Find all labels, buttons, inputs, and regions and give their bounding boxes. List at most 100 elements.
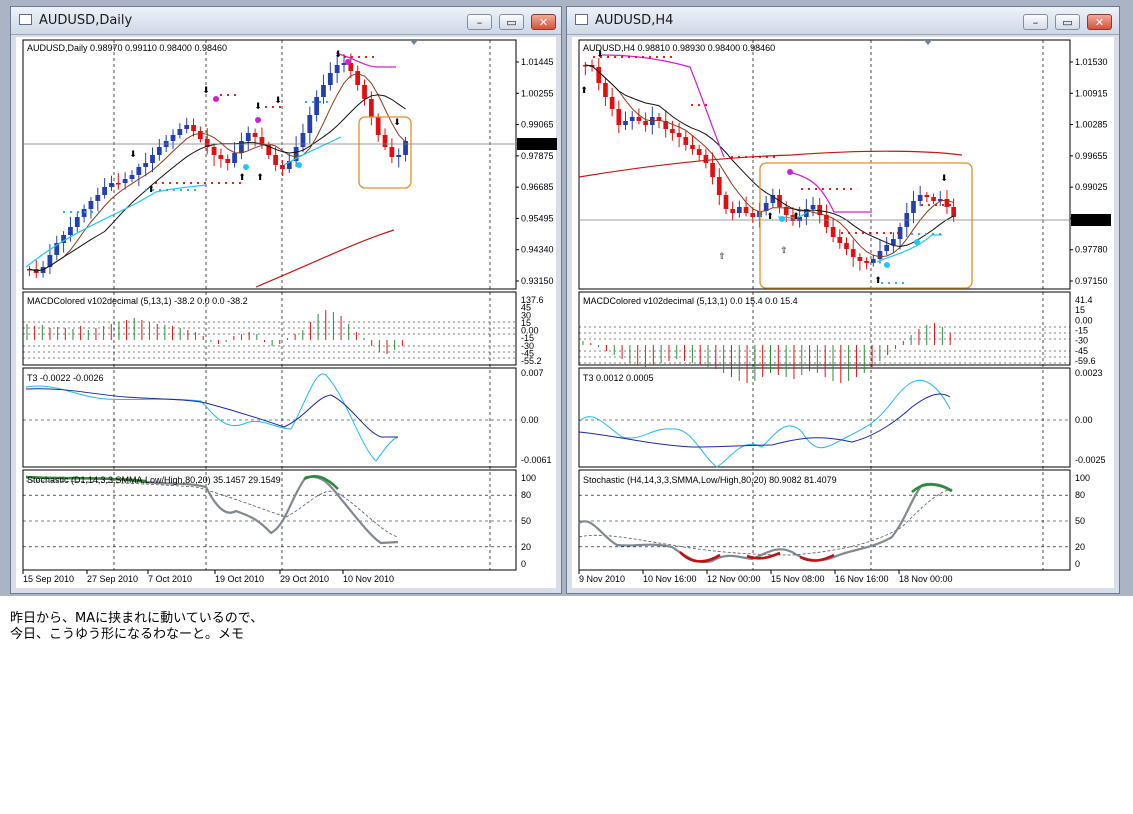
candle-body — [911, 201, 916, 213]
signal-dot — [868, 231, 872, 235]
signal-dot — [697, 103, 701, 107]
chart-area[interactable]: 1.01530 1.00915 1.00285 0.99655 0.99025 0.984… — [572, 37, 1114, 588]
signal-dot — [758, 155, 762, 159]
signal-dot — [62, 210, 66, 214]
signal-dot — [311, 100, 315, 104]
price-tick-label: 1.01445 — [521, 57, 554, 67]
title-bar[interactable]: AUDUSD,H4 – ▭ ✕ — [567, 7, 1119, 35]
sell-arrow-icon: ⬇ — [274, 95, 282, 105]
candle-body — [122, 179, 128, 183]
buy-arrow-icon: ⇧ — [718, 251, 726, 261]
chart-window-daily[interactable]: AUDUSD,Daily – ▭ ✕ 1.01445 1.00255 0.99065… — [10, 6, 562, 594]
maximize-button[interactable]: ▭ — [1055, 14, 1080, 30]
signal-dot — [203, 181, 207, 185]
stochastic-overbought-segment — [25, 475, 147, 483]
candle-body — [844, 243, 849, 249]
candle-body — [616, 109, 622, 125]
candle-body — [389, 147, 395, 157]
candle-body — [583, 65, 588, 67]
candle-body — [143, 163, 149, 167]
signal-dot — [910, 232, 914, 236]
candle-body — [830, 227, 836, 237]
signal-dot — [217, 181, 221, 185]
candle-body — [341, 63, 347, 65]
candle-body — [47, 255, 53, 267]
macd-tick-label: 137.6 — [521, 295, 544, 305]
signal-dot — [842, 187, 846, 191]
maximize-button[interactable]: ▭ — [499, 14, 524, 30]
title-bar[interactable]: AUDUSD,Daily – ▭ ✕ — [11, 7, 561, 35]
chart-window-h4[interactable]: AUDUSD,H4 – ▭ ✕ 1.01530 1.00915 1.00285 0.9… — [566, 6, 1120, 594]
price-tick-label: 0.97150 — [1075, 276, 1108, 286]
signal-dot — [172, 188, 176, 192]
candle-body — [596, 67, 602, 83]
signal-dot — [224, 181, 228, 185]
moving-average-line — [585, 64, 954, 258]
price-tick-label: 1.00255 — [521, 88, 554, 98]
highlight-box — [358, 116, 412, 189]
signal-dot — [948, 203, 952, 207]
memo-line-2: 今日、こうゆう形になるわなーと。メモ — [10, 627, 245, 642]
chart-area[interactable]: 1.01445 1.00255 0.99065 0.97875 0.96685 0.954… — [16, 37, 558, 590]
close-button[interactable]: ✕ — [1087, 14, 1112, 30]
candle-body — [245, 133, 251, 141]
t3-header: T3 0.0012 0.0005 — [583, 373, 654, 383]
maximize-icon: ▭ — [506, 16, 517, 29]
buy-arrow-icon: ⬆ — [766, 211, 774, 221]
signal-dot — [861, 231, 865, 235]
signal-dot — [357, 55, 361, 59]
chart-canvas[interactable]: 1.01530 1.00915 1.00285 0.99655 0.99025 0.984… — [572, 37, 1116, 590]
buy-arrow-icon: ⬆ — [147, 184, 155, 194]
t3-tick-label: 0.00 — [521, 415, 539, 425]
candle-body — [603, 83, 608, 97]
minimize-button[interactable]: – — [467, 14, 492, 30]
signal-dot — [210, 181, 214, 185]
candle-body — [737, 207, 742, 213]
chart-canvas[interactable]: 1.01445 1.00255 0.99065 0.97875 0.96685 0.954… — [16, 37, 558, 590]
macd-tick-label: -15 — [521, 333, 534, 343]
candle-body — [362, 85, 367, 99]
candle-body — [676, 133, 682, 137]
signal-dot — [634, 55, 638, 59]
chart-header: AUDUSD,H4 0.98810 0.98930 0.98400 0.9846… — [583, 43, 775, 53]
candle-body — [623, 121, 628, 125]
shift-marker-icon — [924, 40, 932, 45]
candle-body — [156, 147, 162, 155]
candle-body — [723, 195, 729, 209]
sell-arrow-icon: ⬇ — [254, 101, 262, 111]
macd-tick-label: 0.00 — [1075, 315, 1093, 325]
candle-body — [74, 217, 80, 227]
stochastic-header: Stochastic (H4,14,3,3,SMMA,Low/High,80,2… — [583, 475, 837, 485]
candle-body — [232, 153, 237, 163]
signal-marker — [243, 164, 249, 170]
close-button[interactable]: ✕ — [531, 14, 556, 30]
candle-body — [293, 147, 299, 161]
panel-sto — [22, 469, 517, 571]
stochastic-tick-label: 80 — [521, 490, 531, 500]
candle-body — [837, 237, 843, 243]
signal-dot — [690, 103, 694, 107]
stochastic-tick-label: 80 — [1075, 490, 1085, 500]
candle-body — [716, 177, 722, 195]
price-tick-label: 0.99025 — [1075, 182, 1108, 192]
price-tick-label: 1.00285 — [1075, 120, 1108, 130]
stochastic-signal-line — [578, 488, 953, 556]
t3-header: T3 -0.0022 -0.0026 — [27, 373, 104, 383]
signal-dot — [179, 188, 183, 192]
signal-dot — [83, 210, 87, 214]
minimize-button[interactable]: – — [1023, 14, 1048, 30]
current-price-badge — [517, 138, 557, 150]
date-tick-label: 7 Oct 2010 — [148, 574, 192, 584]
stochastic-overbought-segment — [303, 475, 339, 490]
signal-dot — [875, 231, 879, 235]
signal-dot — [938, 232, 942, 236]
stochastic-tick-label: 20 — [521, 542, 531, 552]
candle-body — [204, 139, 210, 147]
macd-tick-label: -30 — [521, 341, 534, 351]
candle-body — [897, 227, 903, 239]
maximize-icon: ▭ — [1062, 16, 1073, 29]
signal-marker — [779, 216, 785, 222]
signal-dot — [880, 281, 884, 285]
signal-dot — [901, 281, 905, 285]
signal-dot — [599, 55, 603, 59]
